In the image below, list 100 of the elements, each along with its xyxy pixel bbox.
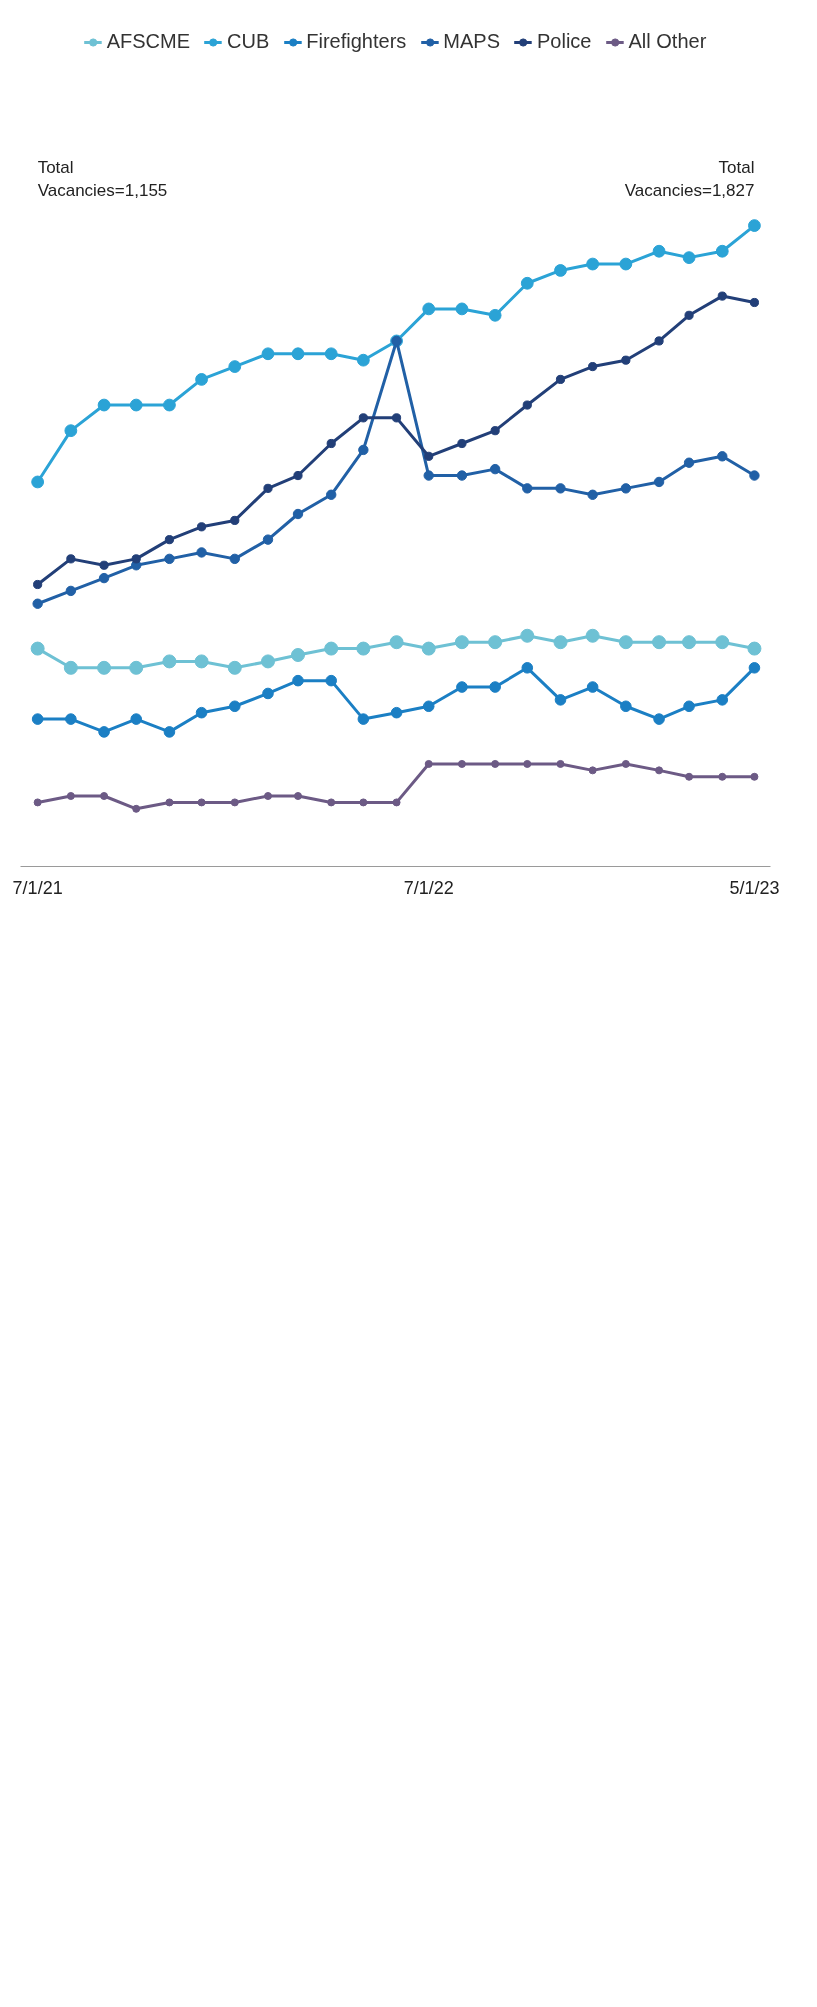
point (390, 706, 403, 719)
point (64, 424, 78, 438)
legend-label: MAPS (443, 30, 500, 53)
point (716, 694, 729, 706)
point (65, 585, 77, 597)
point (556, 759, 565, 768)
point (423, 470, 434, 481)
point (291, 347, 305, 361)
point (749, 470, 760, 481)
point (653, 713, 665, 725)
point (654, 336, 664, 346)
point (66, 554, 76, 564)
point (455, 302, 469, 316)
point (30, 641, 45, 656)
point (619, 257, 633, 271)
point (456, 470, 468, 481)
point (195, 373, 208, 386)
point (359, 798, 368, 807)
point (293, 470, 303, 481)
point (263, 483, 273, 493)
point (715, 244, 729, 258)
point (457, 438, 467, 449)
point (586, 257, 600, 271)
point (262, 687, 274, 700)
point (130, 713, 143, 725)
point (228, 700, 241, 713)
point (292, 508, 304, 520)
point (264, 792, 272, 800)
point (718, 772, 727, 781)
point (749, 297, 760, 308)
point (229, 553, 240, 565)
point (162, 654, 177, 669)
point (99, 560, 109, 570)
point (326, 489, 337, 500)
point (63, 660, 78, 675)
point (421, 641, 436, 656)
point (132, 804, 141, 813)
point (291, 648, 305, 662)
point (490, 426, 500, 436)
point (682, 635, 697, 650)
point (230, 798, 239, 807)
point (424, 451, 434, 461)
point (196, 522, 207, 532)
point (618, 635, 633, 650)
point (324, 347, 338, 361)
point (520, 276, 534, 290)
point (457, 759, 466, 768)
point (165, 798, 174, 807)
point (261, 347, 275, 361)
point (389, 635, 404, 650)
point (324, 641, 339, 656)
point (66, 792, 75, 800)
point (586, 681, 599, 693)
point (358, 413, 368, 423)
point (491, 759, 500, 768)
point (357, 713, 370, 725)
point (325, 674, 338, 687)
point (454, 635, 469, 650)
point (521, 662, 534, 674)
point (748, 219, 761, 232)
point (98, 572, 110, 584)
point (522, 483, 533, 494)
point (163, 726, 176, 738)
point (588, 766, 597, 775)
point (392, 798, 401, 807)
x-tick-label: 5/1/23 (729, 877, 780, 898)
point (685, 772, 694, 781)
text: Total Vacancies=1,827 (624, 158, 755, 200)
point (520, 628, 535, 643)
point (587, 489, 598, 500)
point (555, 374, 566, 384)
point (715, 635, 730, 650)
legend-label: All Other (628, 30, 707, 53)
point (31, 713, 44, 725)
point (683, 457, 695, 468)
legend-label: CUB (227, 30, 270, 53)
point (620, 700, 632, 713)
point (489, 681, 501, 693)
point (621, 355, 631, 365)
point (652, 244, 666, 258)
point (422, 302, 436, 316)
point (554, 694, 567, 706)
point (164, 535, 175, 545)
point (424, 759, 433, 768)
point (196, 547, 207, 558)
point (655, 766, 664, 775)
point (620, 483, 632, 494)
point (100, 792, 109, 800)
point (292, 674, 304, 687)
point (356, 641, 371, 656)
point (228, 360, 242, 373)
point (33, 798, 42, 807)
point (748, 662, 761, 674)
point (129, 398, 143, 412)
x-tick-label: 7/1/21 (12, 877, 63, 898)
point (32, 598, 43, 609)
point (588, 362, 598, 372)
point (129, 660, 144, 675)
point (555, 483, 566, 494)
point (489, 463, 501, 475)
